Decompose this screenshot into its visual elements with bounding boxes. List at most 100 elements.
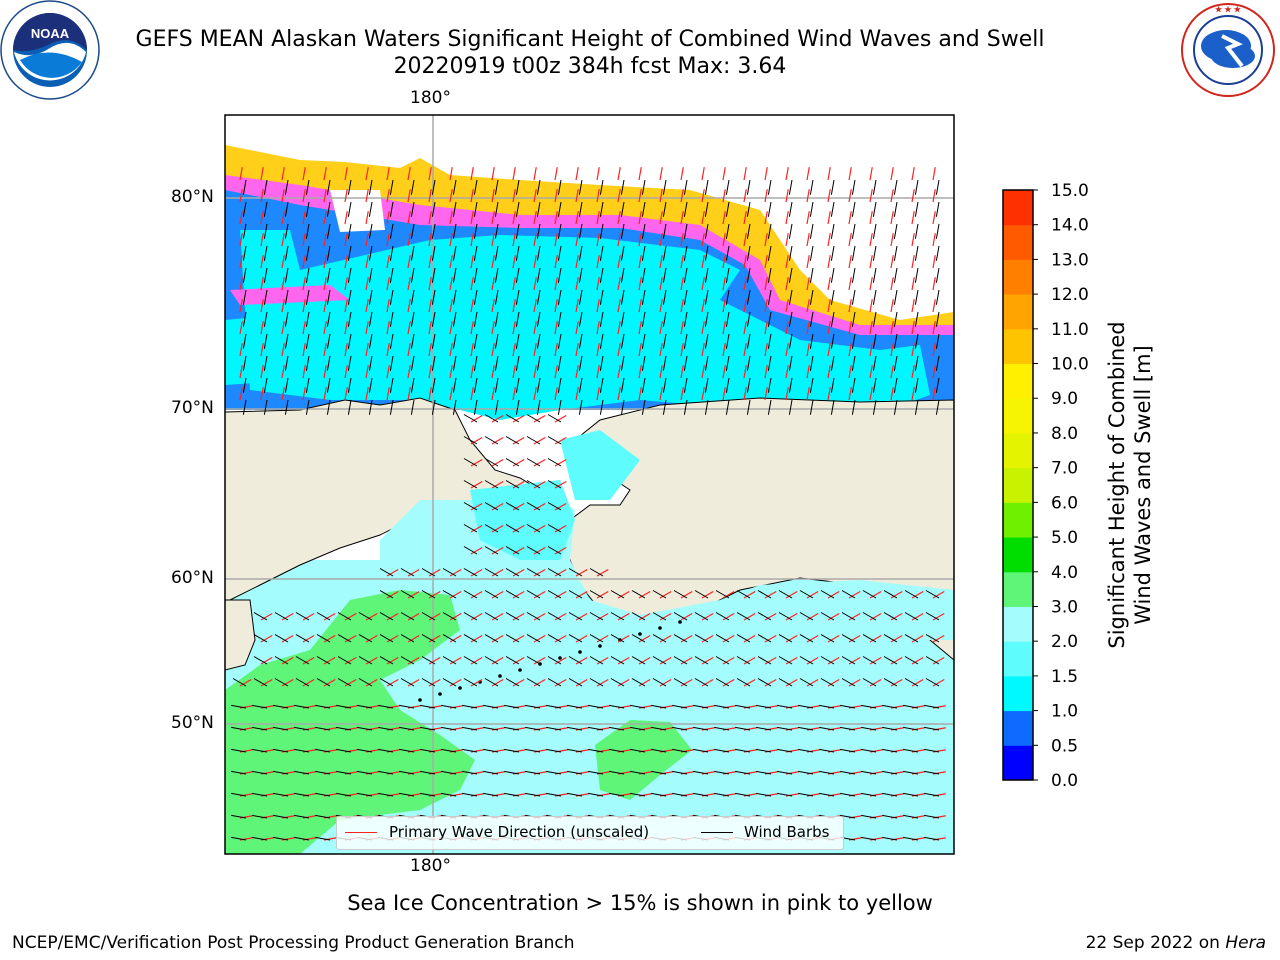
wave-direction-arrow <box>764 656 777 665</box>
colorbar-label-line2: Wind Waves and Swell [m] <box>1131 345 1155 625</box>
wind-barb <box>557 399 562 415</box>
wind-barb <box>620 267 625 283</box>
wind-barb <box>336 748 352 753</box>
wave-direction-arrow <box>848 277 852 291</box>
wind-barb <box>851 289 856 305</box>
wind-barb <box>336 770 352 775</box>
wind-barb <box>788 399 793 415</box>
wave-direction-arrow <box>386 233 390 247</box>
wind-barb <box>840 748 856 753</box>
wave-direction-arrow <box>428 568 441 577</box>
wave-direction-arrow <box>323 343 327 357</box>
wind-barb <box>924 792 940 797</box>
wave-direction-arrow <box>533 480 546 489</box>
wind-barb <box>841 590 856 599</box>
wave-direction-arrow <box>911 189 915 203</box>
wave-direction-arrow <box>575 277 579 291</box>
wind-barb <box>295 634 310 643</box>
wind-barb <box>599 377 604 393</box>
wave-direction-arrow <box>407 634 420 643</box>
wind-barb <box>578 267 583 283</box>
wave-direction-arrow <box>764 612 777 621</box>
wave-direction-arrow <box>617 167 621 181</box>
wave-direction-arrow <box>848 255 852 269</box>
wave-direction-arrow <box>596 656 609 665</box>
wave-direction-arrow <box>869 255 873 269</box>
wave-direction-arrow <box>701 277 705 291</box>
wave-direction-arrow <box>491 502 504 511</box>
wave-direction-arrow <box>596 189 600 203</box>
lat-label-80: 80°N <box>171 187 214 207</box>
wave-direction-arrow <box>491 189 495 203</box>
wave-direction-arrow <box>554 502 567 511</box>
wind-barb <box>631 590 646 599</box>
wind-barb <box>809 245 814 261</box>
wave-direction-arrow <box>323 167 327 181</box>
wind-barb <box>505 612 520 621</box>
wind-barb <box>578 289 583 305</box>
wave-direction-arrow <box>764 634 777 643</box>
wind-barb <box>914 311 919 327</box>
wave-direction-arrow <box>785 678 798 687</box>
wave-direction-arrow <box>407 233 411 247</box>
wind-barb <box>903 770 919 775</box>
wind-barb <box>840 704 856 709</box>
wave-direction-arrow <box>701 189 705 203</box>
wind-barb <box>756 792 772 797</box>
wave-direction-arrow <box>701 678 714 687</box>
wind-barb <box>526 568 541 577</box>
wind-barb <box>347 355 352 371</box>
wind-barb <box>589 678 604 687</box>
wind-barb <box>862 656 877 665</box>
wave-direction-arrow <box>470 299 474 313</box>
wind-barb <box>735 726 751 731</box>
wave-direction-arrow <box>617 365 621 379</box>
wind-barb <box>431 289 436 305</box>
wind-barb <box>431 399 436 415</box>
wave-direction-arrow <box>533 656 546 665</box>
lon-label-top: 180° <box>410 88 451 108</box>
wind-barb <box>883 678 898 687</box>
wave-direction-arrow <box>365 612 378 621</box>
wave-direction-arrow <box>428 233 432 247</box>
wave-direction-arrow <box>323 365 327 379</box>
wind-barb <box>442 568 457 577</box>
wind-barb <box>662 201 667 217</box>
wave-direction-arrow <box>491 480 504 489</box>
wave-direction-arrow <box>533 277 537 291</box>
wind-barb <box>421 634 436 643</box>
wave-direction-arrow <box>491 524 504 533</box>
map-subtitle: 20220919 t00z 384h fcst Max: 3.64 <box>393 54 787 79</box>
wind-barb <box>358 634 373 643</box>
wind-barb <box>672 748 688 753</box>
wind-barb <box>840 792 856 797</box>
wave-direction-arrow <box>449 321 453 335</box>
wave-direction-arrow <box>680 211 684 225</box>
wind-barb <box>830 245 835 261</box>
wave-direction-arrow <box>722 365 726 379</box>
wind-barb <box>473 399 478 415</box>
wave-direction-arrow <box>554 568 567 577</box>
wave-direction-arrow <box>365 299 369 313</box>
wind-barb <box>861 748 877 753</box>
wave-direction-arrow <box>491 255 495 269</box>
wind-barb <box>326 399 331 415</box>
wave-direction-arrow <box>386 211 390 225</box>
wind-barb <box>525 792 541 797</box>
wave-direction-arrow <box>575 321 579 335</box>
wave-direction-arrow <box>533 211 537 225</box>
wave-direction-arrow <box>785 387 789 401</box>
wind-barb <box>231 704 247 709</box>
wave-direction-arrow <box>848 612 861 621</box>
wave-direction-arrow <box>890 321 894 335</box>
wind-barb <box>903 704 919 709</box>
aleutian-island <box>678 620 682 624</box>
wind-barb <box>694 656 709 665</box>
wave-direction-arrow <box>344 321 348 335</box>
wave-direction-arrow <box>890 233 894 247</box>
wave-direction-arrow <box>722 387 726 401</box>
wave-direction-arrow <box>491 414 504 423</box>
wind-barb <box>515 201 520 217</box>
wind-barb <box>463 436 478 445</box>
